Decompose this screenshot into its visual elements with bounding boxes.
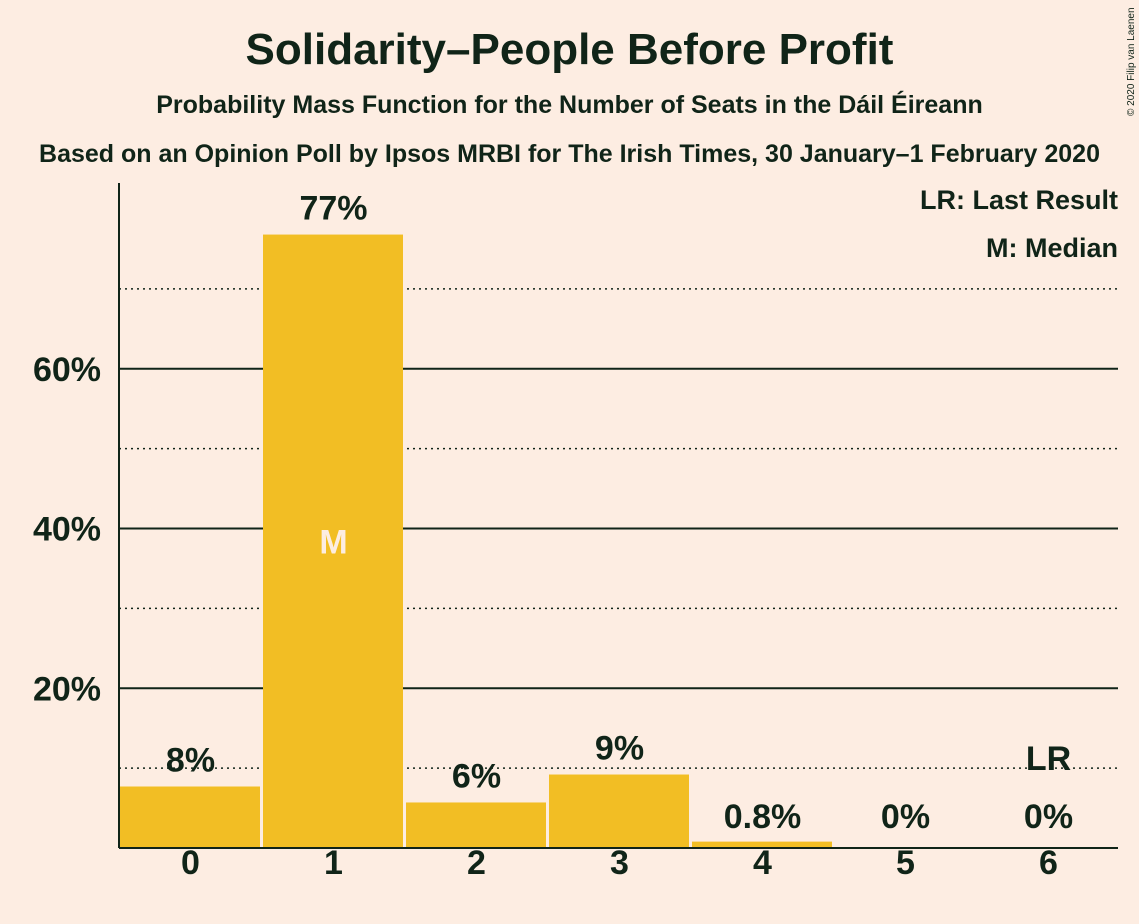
data-label: 0.8% (724, 798, 802, 836)
chart-source: Based on an Opinion Poll by Ipsos MRBI f… (39, 140, 1100, 168)
x-tick-label: 3 (610, 844, 629, 882)
data-label: 77% (299, 190, 367, 228)
y-tick-label: 40% (33, 511, 101, 549)
bar (406, 802, 546, 848)
x-tick-label: 6 (1039, 844, 1058, 882)
bar (692, 841, 832, 848)
data-label: 6% (452, 757, 501, 795)
data-label: 0% (881, 798, 930, 836)
data-label: 8% (166, 741, 215, 779)
bar (549, 774, 689, 848)
bar (263, 234, 403, 848)
last-result-marker: LR (1026, 740, 1071, 778)
median-marker: M (319, 523, 347, 561)
x-tick-label: 2 (467, 844, 486, 882)
chart-subtitle: Probability Mass Function for the Number… (156, 90, 983, 119)
x-tick-label: 4 (753, 844, 772, 882)
bars (120, 234, 832, 848)
x-axis-tick-labels: 0 1 2 3 4 5 6 (181, 844, 1058, 882)
bar (120, 786, 260, 848)
x-tick-label: 5 (896, 844, 915, 882)
y-axis-tick-labels: 20% 40% 60% (33, 351, 101, 709)
legend-median: M: Median (986, 233, 1118, 263)
y-tick-label: 60% (33, 351, 101, 389)
data-label: 0% (1024, 798, 1073, 836)
data-labels: 8% 77% M 6% 9% 0.8% 0% 0% LR (166, 190, 1073, 836)
copyright-note: © 2020 Filip van Laenen (1126, 7, 1137, 116)
x-tick-label: 1 (324, 844, 343, 882)
data-label: 9% (595, 730, 644, 768)
chart-title: Solidarity–People Before Profit (246, 25, 894, 74)
x-tick-label: 0 (181, 844, 200, 882)
legend-last-result: LR: Last Result (920, 185, 1118, 215)
y-tick-label: 20% (33, 670, 101, 708)
